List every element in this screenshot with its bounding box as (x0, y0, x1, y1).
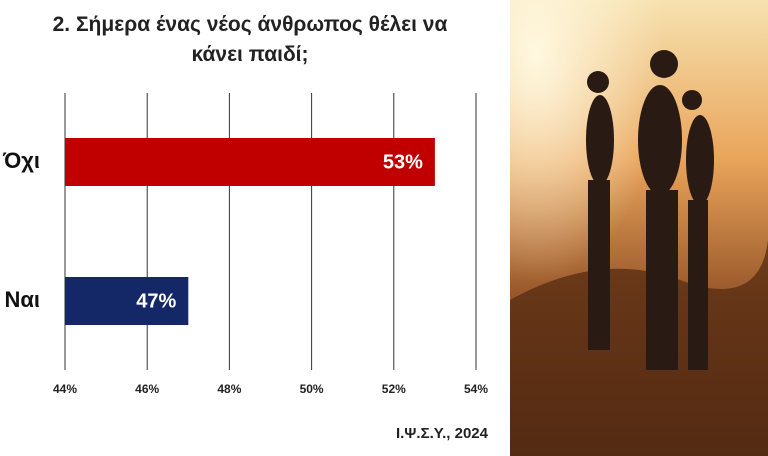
value-label: 53% (383, 151, 423, 173)
value-label: 47% (136, 290, 176, 312)
x-tick-label: 52% (382, 382, 406, 396)
x-tick-label: 44% (53, 382, 77, 396)
x-tick-label: 54% (464, 382, 488, 396)
y-tick-label: Ναι (4, 287, 40, 312)
y-tick-label: Όχι (2, 148, 40, 173)
x-tick-label: 46% (135, 382, 159, 396)
source: Ι.Ψ.Σ.Υ., 2024 (396, 425, 489, 442)
x-tick-label: 48% (217, 382, 241, 396)
chart-title: 2. Σήμερα ένας νέος άνθρωπος θέλει να κά… (52, 13, 448, 66)
x-tick-label: 50% (300, 382, 324, 396)
photo (510, 0, 768, 456)
plot-area: 44% 46% 48% 50% 52% 54% Όχι 53% Ναι 47% (2, 93, 488, 396)
bar (65, 138, 435, 186)
bar (65, 277, 189, 325)
